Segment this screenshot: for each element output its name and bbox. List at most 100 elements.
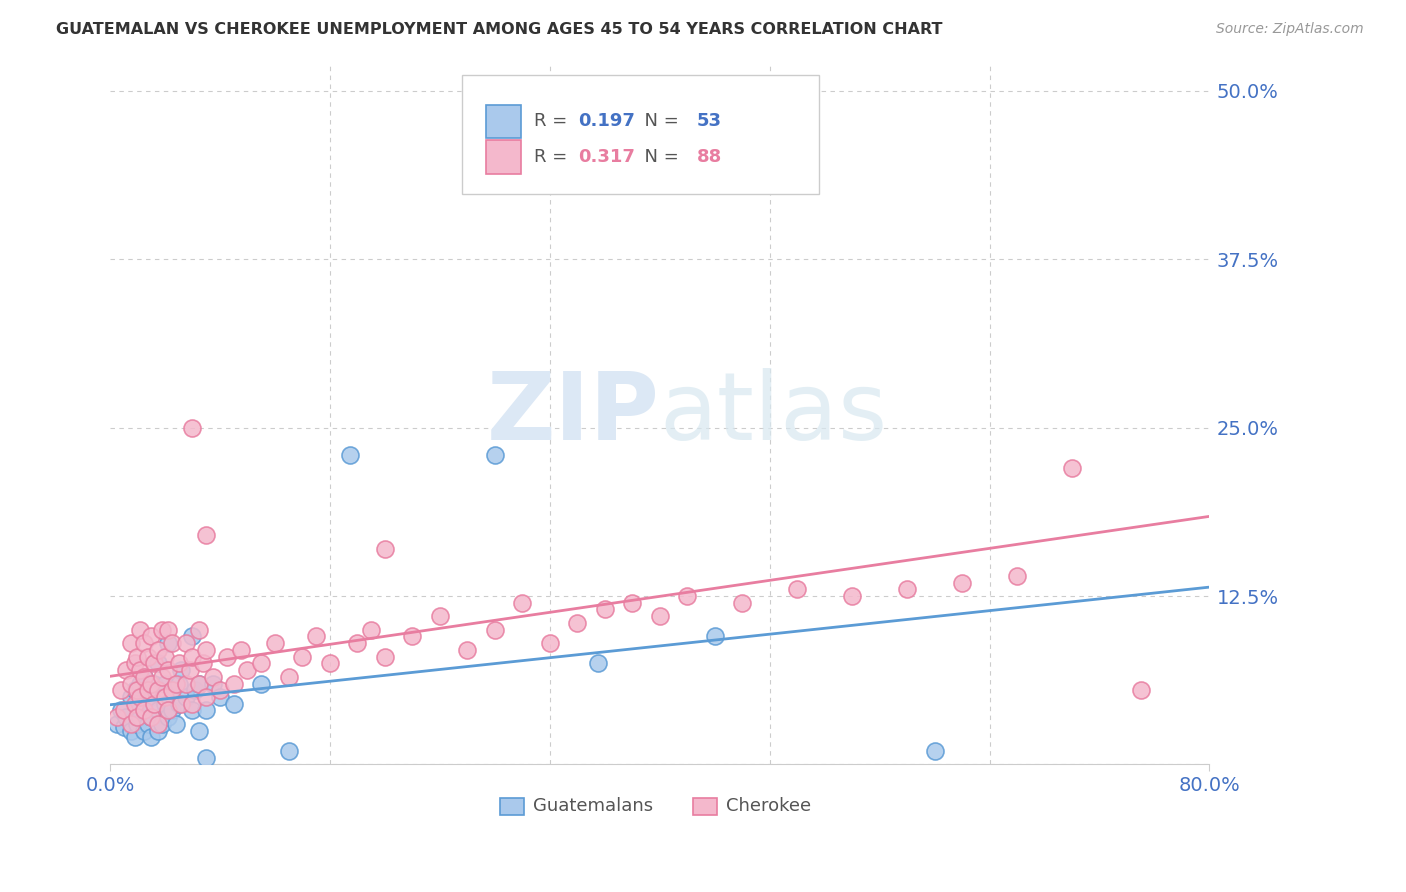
Point [184, 683, 207, 698]
Point [156, 710, 179, 724]
Point [339, 448, 361, 462]
Point [593, 602, 616, 616]
Point [179, 663, 201, 677]
Point [146, 683, 169, 698]
Point [374, 541, 396, 556]
Point [153, 697, 176, 711]
Bar [486, 104, 522, 138]
Point [305, 629, 328, 643]
Point [143, 676, 166, 690]
Point [124, 683, 146, 698]
Point [141, 690, 163, 704]
Point [924, 744, 946, 758]
Point [153, 690, 176, 704]
Point [786, 582, 808, 597]
Point [188, 676, 211, 690]
Point [484, 623, 506, 637]
Point [202, 676, 225, 690]
Point [676, 589, 699, 603]
Point [222, 697, 245, 711]
Point [150, 717, 173, 731]
Point [120, 723, 142, 738]
Point [129, 676, 152, 690]
Point [648, 609, 671, 624]
Point [124, 697, 146, 711]
Point [156, 623, 179, 637]
Point [703, 178, 725, 193]
Point [134, 723, 156, 738]
Point [181, 649, 204, 664]
Point [138, 683, 160, 698]
Point [181, 629, 204, 643]
Point [129, 623, 152, 637]
Point [277, 670, 299, 684]
Point [1060, 461, 1083, 475]
Point [127, 717, 149, 731]
Point [160, 636, 183, 650]
Point [188, 676, 211, 690]
Point [124, 657, 146, 671]
Text: R =: R = [534, 148, 574, 166]
Point [156, 636, 179, 650]
Point [134, 704, 156, 718]
Point [586, 657, 609, 671]
Point [167, 657, 190, 671]
Point [165, 717, 187, 731]
Point [195, 750, 218, 764]
Point [167, 697, 190, 711]
Point [195, 690, 218, 704]
Point [165, 676, 187, 690]
Point [105, 717, 128, 731]
Bar [693, 798, 717, 815]
Point [181, 704, 204, 718]
Point [703, 629, 725, 643]
Point [146, 723, 169, 738]
Point [208, 690, 231, 704]
Point [115, 710, 138, 724]
Text: GUATEMALAN VS CHEROKEE UNEMPLOYMENT AMONG AGES 45 TO 54 YEARS CORRELATION CHART: GUATEMALAN VS CHEROKEE UNEMPLOYMENT AMON… [56, 22, 943, 37]
Point [143, 657, 166, 671]
Point [134, 636, 156, 650]
Point [150, 623, 173, 637]
Point [110, 683, 132, 698]
Point [170, 663, 193, 677]
Point [229, 643, 252, 657]
Point [112, 720, 135, 734]
Point [120, 636, 142, 650]
Point [170, 697, 193, 711]
Point [167, 676, 190, 690]
Point [146, 717, 169, 731]
Point [174, 636, 197, 650]
Point [127, 697, 149, 711]
Point [222, 676, 245, 690]
Point [896, 582, 918, 597]
Bar [501, 798, 524, 815]
Point [156, 663, 179, 677]
Point [156, 704, 179, 718]
Text: N =: N = [633, 148, 685, 166]
Point [181, 420, 204, 434]
Point [141, 710, 163, 724]
Point [127, 649, 149, 664]
Point [138, 717, 160, 731]
Point [134, 670, 156, 684]
Text: Cherokee: Cherokee [725, 797, 811, 815]
Text: Guatemalans: Guatemalans [533, 797, 654, 815]
Point [146, 643, 169, 657]
Point [141, 629, 163, 643]
Text: ZIP: ZIP [486, 368, 659, 460]
Point [236, 663, 259, 677]
Point [160, 683, 183, 698]
Point [138, 649, 160, 664]
Point [538, 636, 561, 650]
Text: 0.197: 0.197 [578, 112, 636, 130]
Point [160, 704, 183, 718]
Text: 88: 88 [697, 148, 723, 166]
Point [841, 589, 863, 603]
Point [129, 690, 152, 704]
FancyBboxPatch shape [461, 75, 820, 194]
Point [141, 676, 163, 690]
Point [146, 657, 169, 671]
Point [160, 683, 183, 698]
Point [141, 710, 163, 724]
